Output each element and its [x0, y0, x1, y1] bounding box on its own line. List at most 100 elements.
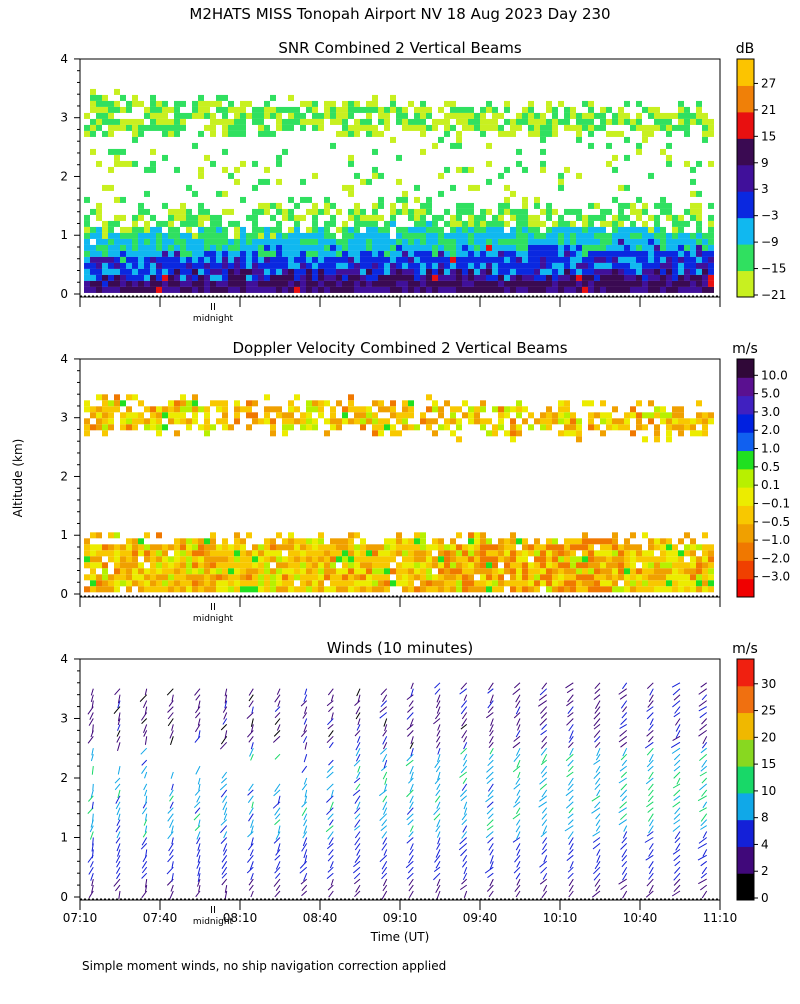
snr-cell	[708, 274, 714, 281]
velocity-cell	[648, 412, 654, 419]
wind-barb	[619, 730, 628, 737]
velocity-cell	[390, 430, 396, 437]
snr-cell	[636, 274, 642, 281]
velocity-cell	[540, 556, 546, 563]
velocity-cell	[192, 580, 198, 587]
snr-cell	[486, 208, 492, 215]
snr-cell	[558, 280, 564, 287]
wind-barb	[648, 872, 654, 880]
snr-cell	[114, 154, 120, 161]
wind-barb	[382, 730, 388, 737]
snr-cell	[438, 190, 444, 197]
snr-cell	[174, 124, 180, 131]
snr-cell	[204, 124, 210, 131]
velocity-cell	[378, 406, 384, 413]
velocity-cell	[576, 562, 582, 569]
velocity-cell	[612, 418, 618, 425]
velocity-cell	[240, 538, 246, 545]
velocity-cell	[528, 568, 534, 575]
y-tick-label: 1	[60, 228, 68, 242]
velocity-cell	[552, 568, 558, 575]
wind-barb	[567, 765, 574, 772]
colorbar-swatch	[737, 560, 754, 580]
velocity-cell	[414, 532, 420, 539]
wind-barb	[593, 872, 601, 881]
snr-cell	[588, 256, 594, 263]
wind-barb	[251, 801, 254, 809]
snr-cell	[114, 106, 120, 113]
wind-barb	[489, 878, 494, 887]
wind-barb	[407, 819, 414, 826]
snr-cell	[360, 118, 366, 125]
snr-cell	[618, 262, 624, 269]
snr-cell	[528, 250, 534, 257]
wind-barb	[487, 813, 494, 819]
wind-barb	[381, 843, 388, 851]
velocity-cell	[306, 412, 312, 419]
y-tick-label: 1	[60, 528, 68, 542]
snr-cell	[696, 280, 702, 287]
snr-cell	[486, 106, 492, 113]
velocity-cell	[378, 586, 384, 593]
velocity-cell	[426, 550, 432, 557]
wind-barb	[171, 873, 174, 882]
wind-barb	[437, 748, 441, 755]
snr-cell	[708, 232, 714, 239]
snr-cell	[378, 106, 384, 113]
velocity-cell	[324, 418, 330, 425]
wind-barb	[274, 694, 281, 703]
snr-cell	[534, 286, 540, 293]
snr-cell	[174, 268, 180, 275]
wind-barb	[675, 843, 681, 851]
velocity-cell	[708, 550, 714, 557]
wind-barb	[144, 885, 148, 892]
snr-cell	[570, 106, 576, 113]
velocity-cell	[696, 412, 702, 419]
snr-cell	[570, 112, 576, 119]
snr-cell	[582, 250, 588, 257]
snr-cell	[240, 250, 246, 257]
snr-cell	[264, 106, 270, 113]
snr-cell	[192, 262, 198, 269]
velocity-cell	[630, 586, 636, 593]
snr-cell	[456, 106, 462, 113]
velocity-cell	[294, 556, 300, 563]
wind-barb	[353, 872, 361, 880]
snr-cell	[396, 244, 402, 251]
snr-cell	[474, 214, 480, 221]
wind-barb	[117, 789, 121, 799]
snr-cell	[198, 100, 204, 107]
velocity-cell	[246, 574, 252, 581]
snr-cell	[432, 262, 438, 269]
wind-barb	[246, 866, 254, 874]
velocity-cell	[480, 550, 486, 557]
velocity-cell	[594, 568, 600, 575]
wind-barb	[117, 849, 121, 857]
snr-cell	[624, 214, 630, 221]
snr-cell	[504, 286, 510, 293]
velocity-cell	[666, 556, 672, 563]
wind-barb	[459, 789, 468, 797]
velocity-cell	[474, 562, 480, 569]
snr-cell	[216, 268, 222, 275]
velocity-cell	[678, 538, 684, 545]
velocity-cell	[498, 418, 504, 425]
velocity-cell	[696, 580, 702, 587]
snr-cell	[414, 208, 420, 215]
velocity-cell	[342, 412, 348, 419]
snr-cell	[366, 118, 372, 125]
snr-cell	[438, 232, 444, 239]
snr-cell	[480, 124, 486, 131]
snr-cell	[540, 136, 546, 143]
wind-barb	[620, 783, 628, 791]
wind-barb	[488, 843, 494, 851]
wind-barb	[355, 712, 361, 720]
velocity-cell	[624, 418, 630, 425]
y-tick-label: 2	[60, 169, 68, 183]
snr-cell	[678, 286, 684, 293]
wind-barb	[461, 718, 468, 727]
velocity-cell	[330, 424, 336, 431]
wind-barb	[406, 807, 414, 815]
snr-cell	[540, 238, 546, 245]
